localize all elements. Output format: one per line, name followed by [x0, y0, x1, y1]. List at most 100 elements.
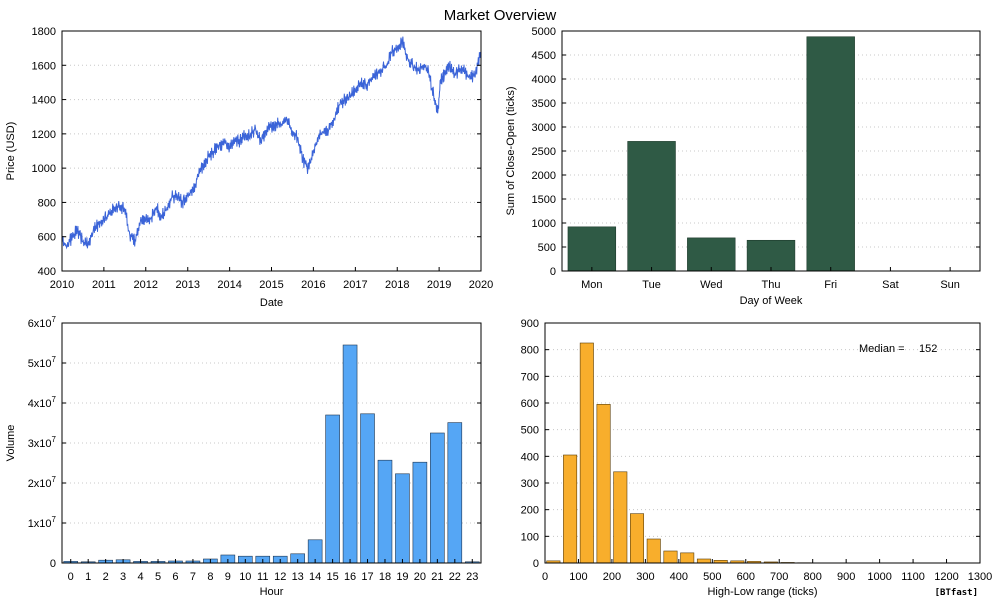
- price-y-axis-label: Price (USD): [5, 122, 17, 181]
- figure-title: Market Overview: [444, 7, 557, 24]
- hist-bar: [596, 404, 611, 564]
- weekday-x-tick-label: Thu: [762, 279, 781, 291]
- hist-x-tick-label: 400: [670, 571, 688, 583]
- weekday-x-tick-label: Wed: [700, 279, 722, 291]
- weekday-bars: [567, 36, 855, 272]
- hist-y-ticks: 0 100 200 300 400 500 600 700 800 900: [521, 318, 980, 570]
- range-histogram-chart: 0 100 200 300 400 500 600 700 800 900 0 100 200 300 4…: [521, 318, 993, 598]
- hist-x-tick-label: 900: [837, 571, 855, 583]
- weekday-y-tick-label: 1000: [532, 218, 556, 230]
- price-x-tick-label: 2019: [427, 279, 451, 291]
- hourly-bar: [412, 461, 428, 564]
- hist-x-ticks: 0 100 200 300 400 500 600 700 800 900 1000 1100 1200…: [542, 559, 992, 583]
- weekday-y-tick-label: 2500: [532, 146, 556, 158]
- median-annotation-value: 152: [919, 343, 937, 355]
- hourly-y-axis-label: Volume: [5, 425, 17, 462]
- hist-y-tick-label: 200: [521, 505, 539, 517]
- hourly-x-tick-label: 19: [396, 571, 408, 583]
- hist-bar: [680, 552, 695, 564]
- weekday-x-tick-label: Tue: [642, 279, 661, 291]
- btfast-watermark: [BTfast]: [935, 588, 978, 598]
- weekday-y-tick-label: 4500: [532, 50, 556, 62]
- weekday-x-tick-label: Fri: [824, 279, 837, 291]
- price-x-ticks: 2010 2011 2012 2013 2014 2015 2016 2017 2018 2019…: [50, 267, 493, 291]
- hist-x-tick-label: 500: [703, 571, 721, 583]
- hist-x-tick-label: 0: [542, 571, 548, 583]
- hist-x-tick-label: 300: [636, 571, 654, 583]
- weekday-x-ticks: Mon Tue Wed Thu Fri Sat Sun: [581, 267, 960, 291]
- price-y-tick-label: 400: [38, 266, 56, 278]
- hourly-bar: [377, 459, 393, 564]
- hist-x-tick-label: 800: [804, 571, 822, 583]
- hourly-bar: [430, 432, 445, 564]
- weekday-y-tick-label: 500: [538, 242, 556, 254]
- hourly-x-tick-label: 3: [120, 571, 126, 583]
- hourly-x-tick-label: 13: [292, 571, 304, 583]
- weekday-bar: [806, 36, 855, 272]
- hourly-x-tick-label: 20: [414, 571, 426, 583]
- hourly-x-tick-label: 23: [466, 571, 478, 583]
- price-x-tick-label: 2010: [50, 279, 74, 291]
- price-gridlines: [62, 30, 481, 272]
- hist-x-tick-label: 200: [603, 571, 621, 583]
- price-y-tick-label: 1400: [32, 95, 56, 107]
- hourly-bar: [325, 414, 340, 564]
- hourly-x-tick-label: 1: [85, 571, 91, 583]
- price-y-tick-label: 800: [38, 197, 56, 209]
- weekday-bar: [627, 141, 676, 272]
- hourly-bar: [447, 422, 463, 564]
- hourly-x-axis-label: Hour: [260, 586, 284, 598]
- hourly-y-tick-label: 0: [50, 558, 56, 570]
- weekday-x-tick-label: Mon: [581, 279, 602, 291]
- hist-y-tick-label: 600: [521, 398, 539, 410]
- hourly-y-tick-label: 2x107: [28, 475, 57, 490]
- hourly-y-tick-label: 4x107: [28, 395, 57, 410]
- hist-x-tick-label: 700: [770, 571, 788, 583]
- hist-y-tick-label: 900: [521, 318, 539, 330]
- hourly-x-tick-label: 5: [155, 571, 161, 583]
- price-y-tick-label: 1800: [32, 26, 56, 38]
- weekday-x-axis-label: Day of Week: [740, 295, 803, 307]
- price-x-tick-label: 2014: [217, 279, 241, 291]
- hourly-bar: [342, 344, 358, 564]
- hist-bar: [613, 471, 628, 564]
- hourly-x-tick-label: 12: [274, 571, 286, 583]
- hist-x-axis-label: High-Low range (ticks): [707, 586, 817, 598]
- weekday-bar: [746, 239, 796, 272]
- median-annotation-label: Median =: [859, 343, 905, 355]
- hist-bar: [663, 550, 678, 564]
- weekday-x-tick-label: Sat: [882, 279, 899, 291]
- price-y-tick-label: 1600: [32, 60, 56, 72]
- weekday-y-tick-label: 0: [550, 266, 556, 278]
- hist-x-tick-label: 1300: [968, 571, 992, 583]
- hourly-x-tick-label: 2: [103, 571, 109, 583]
- price-x-tick-label: 2013: [176, 279, 200, 291]
- price-y-tick-label: 1200: [32, 129, 56, 141]
- hourly-x-tick-label: 10: [239, 571, 251, 583]
- hourly-x-tick-label: 18: [379, 571, 391, 583]
- weekday-gridlines: [562, 30, 980, 272]
- price-line: [61, 36, 482, 250]
- price-plot-frame: [61, 30, 482, 272]
- price-x-tick-label: 2016: [301, 279, 325, 291]
- hist-y-tick-label: 800: [521, 345, 539, 357]
- hist-y-tick-label: 300: [521, 478, 539, 490]
- price-x-axis-label: Date: [260, 297, 283, 309]
- hourly-x-tick-label: 16: [344, 571, 356, 583]
- hourly-bars: [63, 344, 480, 564]
- weekday-y-tick-label: 5000: [532, 26, 556, 38]
- hourly-x-tick-label: 15: [326, 571, 338, 583]
- hist-x-tick-label: 1200: [934, 571, 958, 583]
- weekday-y-axis-label: Sum of Close-Open (ticks): [505, 87, 517, 216]
- price-x-tick-label: 2018: [385, 279, 409, 291]
- hourly-y-tick-label: 6x107: [28, 315, 57, 330]
- weekday-y-tick-label: 2000: [532, 170, 556, 182]
- price-y-tick-label: 600: [38, 232, 56, 244]
- price-x-tick-label: 2012: [134, 279, 158, 291]
- hist-bar: [630, 513, 645, 564]
- hourly-y-tick-label: 5x107: [28, 355, 57, 370]
- hourly-x-tick-label: 8: [207, 571, 213, 583]
- hourly-x-tick-label: 22: [449, 571, 461, 583]
